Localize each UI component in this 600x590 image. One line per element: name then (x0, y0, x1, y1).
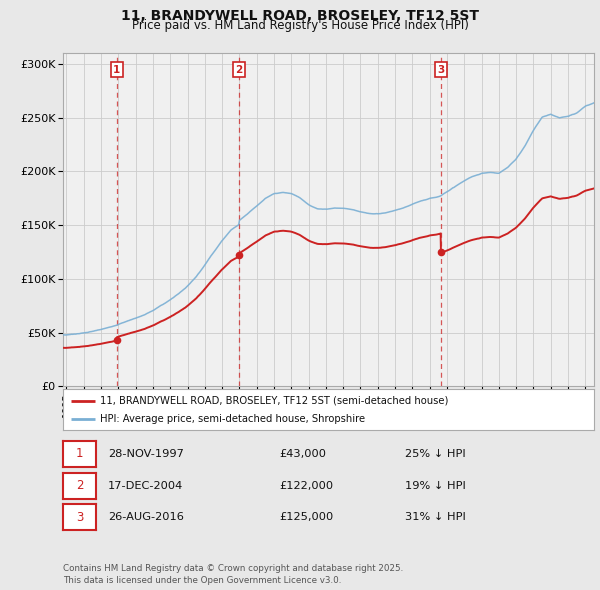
Text: 2: 2 (76, 479, 83, 492)
Text: 2: 2 (235, 65, 242, 75)
Text: 3: 3 (437, 65, 445, 75)
Text: £125,000: £125,000 (279, 513, 333, 522)
Text: Contains HM Land Registry data © Crown copyright and database right 2025.
This d: Contains HM Land Registry data © Crown c… (63, 565, 403, 585)
Text: 19% ↓ HPI: 19% ↓ HPI (405, 481, 466, 490)
Text: £43,000: £43,000 (279, 449, 326, 458)
Text: Price paid vs. HM Land Registry's House Price Index (HPI): Price paid vs. HM Land Registry's House … (131, 19, 469, 32)
Text: 26-AUG-2016: 26-AUG-2016 (108, 513, 184, 522)
Text: 1: 1 (76, 447, 83, 460)
Text: 3: 3 (76, 511, 83, 524)
Text: 25% ↓ HPI: 25% ↓ HPI (405, 449, 466, 458)
Text: 17-DEC-2004: 17-DEC-2004 (108, 481, 183, 490)
Text: 28-NOV-1997: 28-NOV-1997 (108, 449, 184, 458)
Text: HPI: Average price, semi-detached house, Shropshire: HPI: Average price, semi-detached house,… (100, 415, 365, 424)
Text: £122,000: £122,000 (279, 481, 333, 490)
Text: 1: 1 (113, 65, 121, 75)
Text: 11, BRANDYWELL ROAD, BROSELEY, TF12 5ST (semi-detached house): 11, BRANDYWELL ROAD, BROSELEY, TF12 5ST … (100, 396, 449, 406)
Text: 31% ↓ HPI: 31% ↓ HPI (405, 513, 466, 522)
Text: 11, BRANDYWELL ROAD, BROSELEY, TF12 5ST: 11, BRANDYWELL ROAD, BROSELEY, TF12 5ST (121, 9, 479, 23)
